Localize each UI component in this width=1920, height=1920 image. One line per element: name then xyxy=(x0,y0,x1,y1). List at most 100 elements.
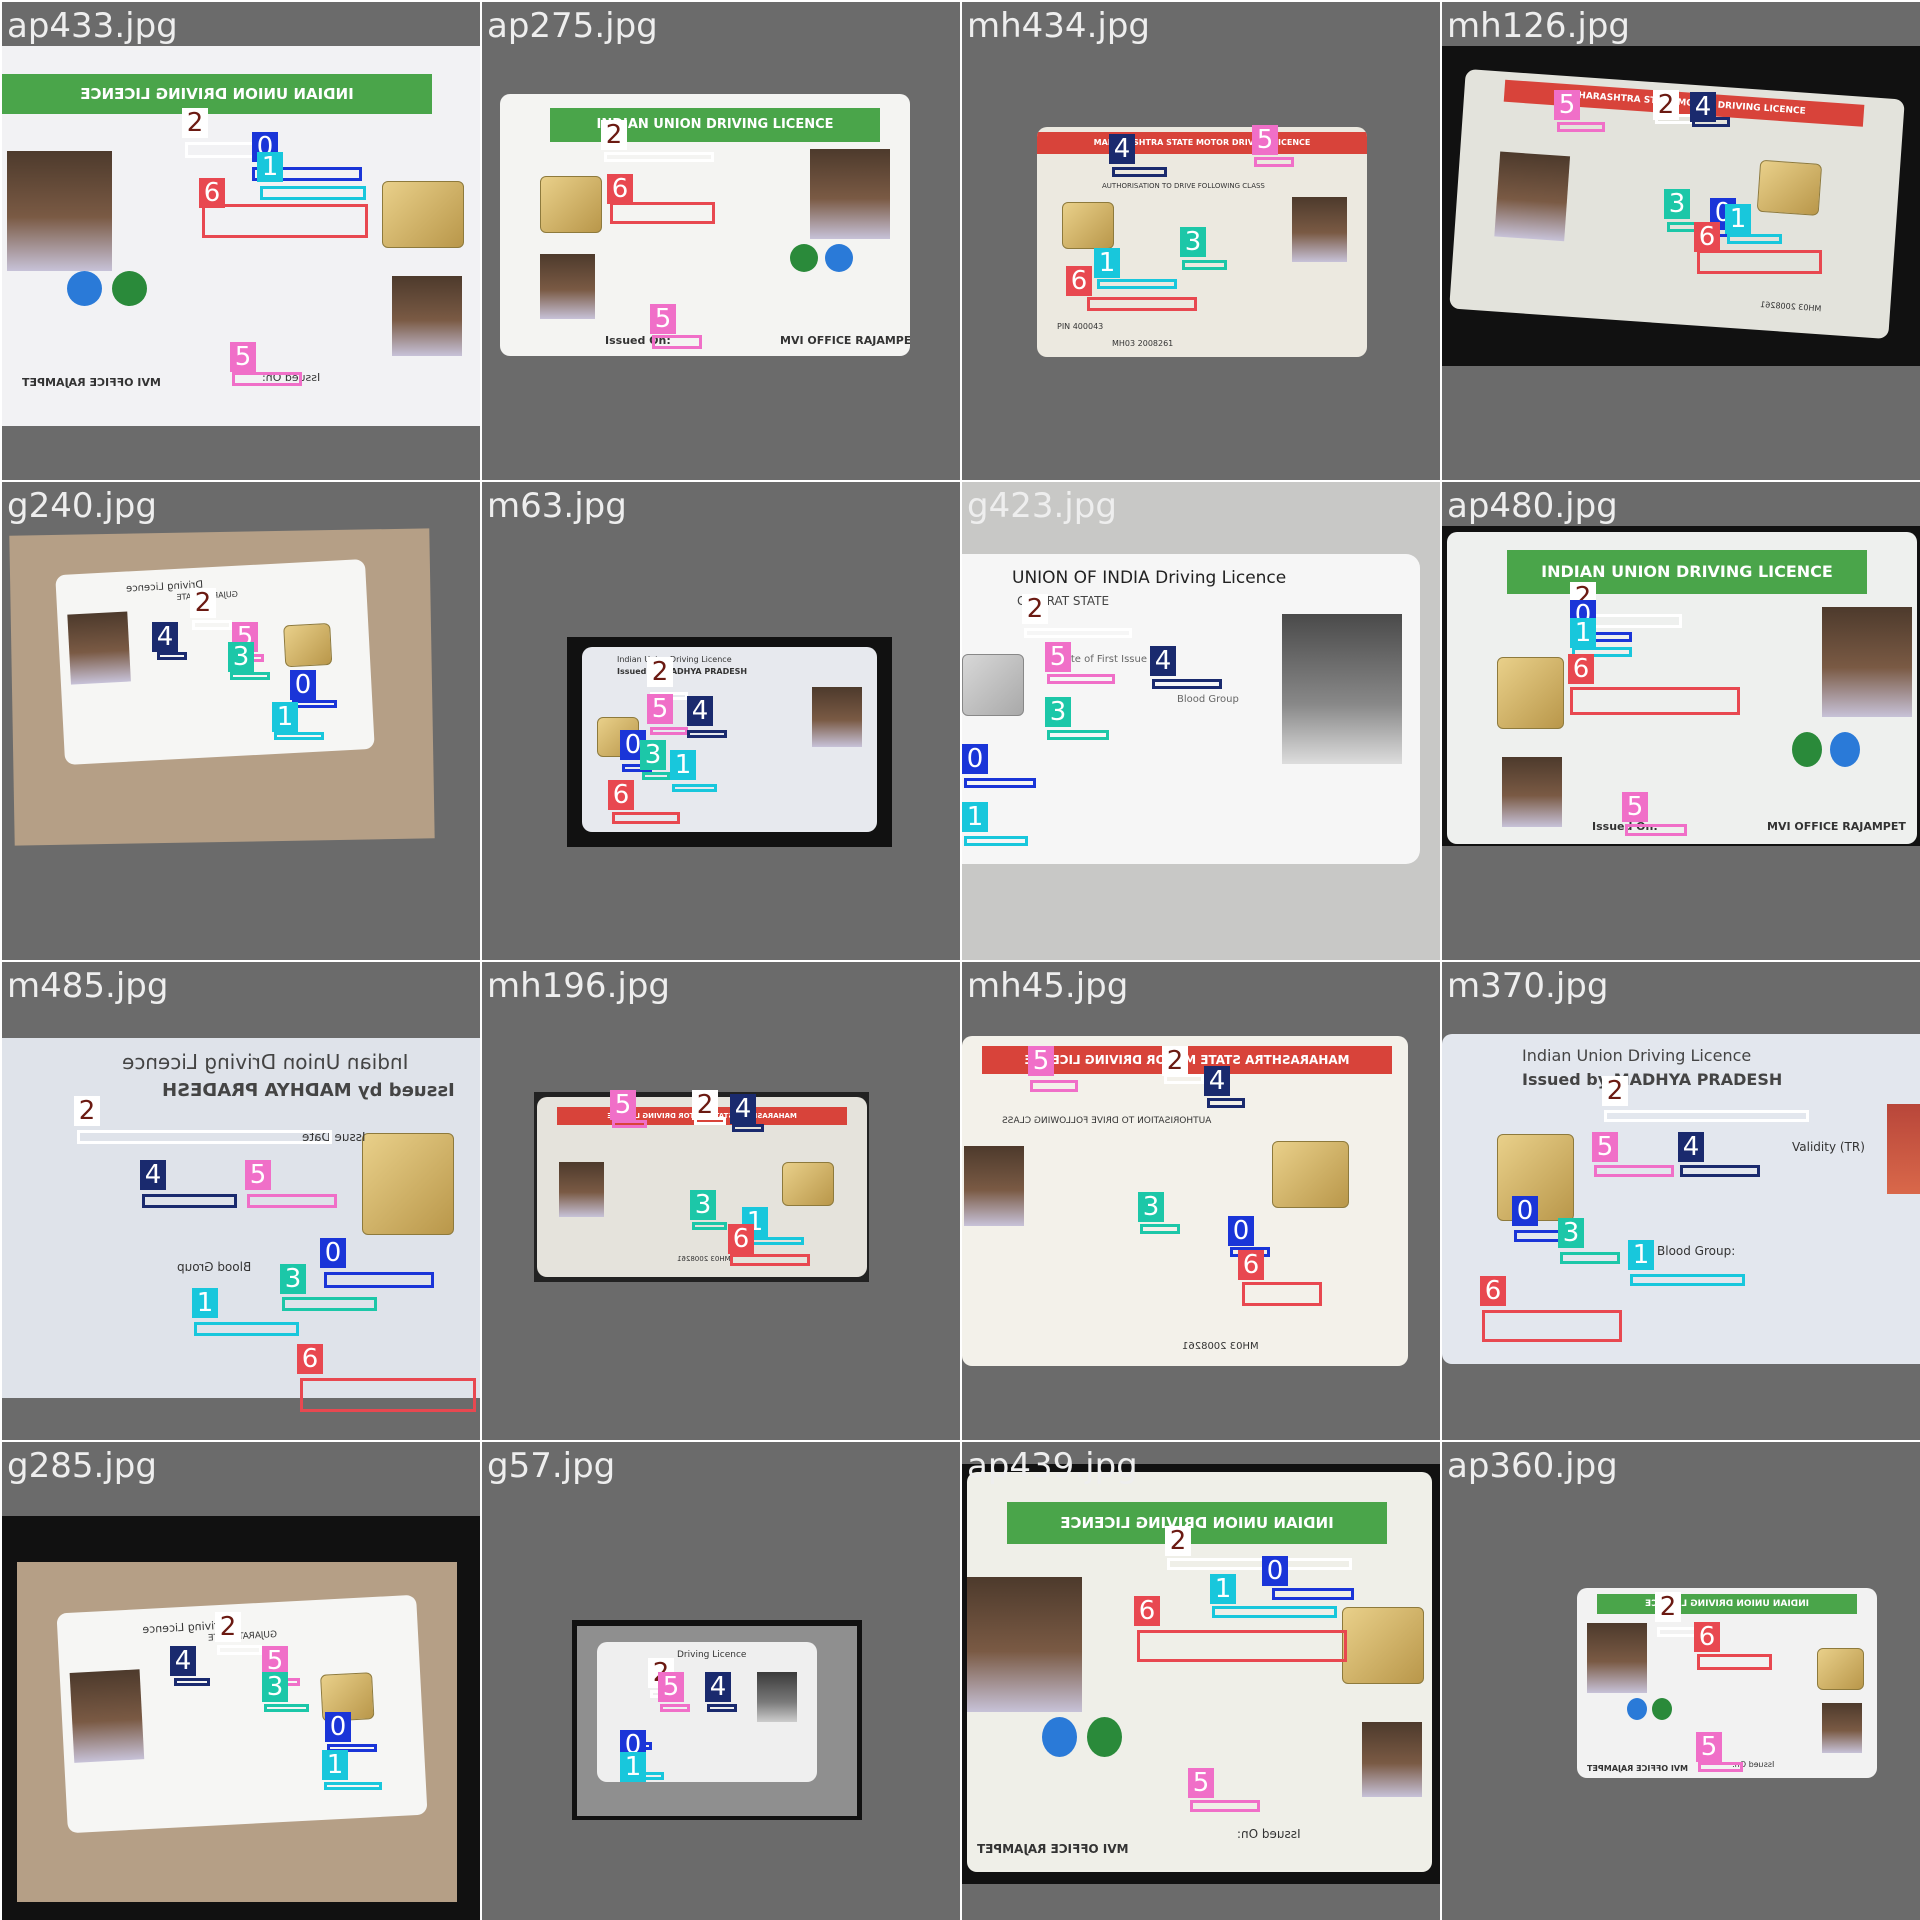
label-class-4: 4 xyxy=(1150,646,1176,676)
card-chip xyxy=(1272,1141,1349,1208)
holder-photo xyxy=(1822,607,1912,717)
bbox-class-1 xyxy=(194,1322,299,1336)
bbox-class-6 xyxy=(610,202,715,224)
tile-filename: ap480.jpg xyxy=(1447,486,1618,526)
bbox-class-5 xyxy=(247,1194,337,1208)
licence-card: MAHARASHTRA STATE MOTOR DRIVING LICENCE … xyxy=(962,1036,1408,1366)
tile-filename: ap433.jpg xyxy=(7,6,178,46)
bbox-class-5 xyxy=(1190,1800,1260,1812)
holder-photo xyxy=(69,1669,145,1763)
bbox-class-1 xyxy=(1212,1606,1337,1618)
tile-filename: ap275.jpg xyxy=(487,6,658,46)
tile-mh434[interactable]: mh434.jpg MAHARASHTRA STATE MOTOR DRIVIN… xyxy=(962,2,1440,480)
tile-m370[interactable]: m370.jpg Indian Union Driving Licence Is… xyxy=(1442,962,1920,1440)
blue-dot xyxy=(1830,732,1860,767)
tile-mh196[interactable]: mh196.jpg MAHARASHTRA STATE MOTOR DRIVIN… xyxy=(482,962,960,1440)
holder-photo xyxy=(1587,1623,1647,1693)
bbox-class-0 xyxy=(324,1272,434,1288)
label-class-0: 0 xyxy=(1262,1556,1288,1586)
label-class-2: 2 xyxy=(692,1090,718,1120)
tile-g285[interactable]: g285.jpg Driving Licence GUJARAT STATE 2… xyxy=(2,1442,480,1920)
bbox-class-4 xyxy=(1112,167,1167,177)
bbox-class-4 xyxy=(1680,1165,1760,1177)
label-class-4: 4 xyxy=(140,1160,166,1190)
bbox-class-5 xyxy=(1625,824,1687,836)
bbox-class-6 xyxy=(1482,1310,1622,1342)
holder-photo xyxy=(67,611,131,685)
holder-photo-small xyxy=(540,254,595,319)
green-dot xyxy=(1652,1698,1672,1720)
tile-m63[interactable]: m63.jpg Indian Union Driving Licence Iss… xyxy=(482,482,960,960)
bbox-class-1 xyxy=(1727,234,1782,244)
authority-text: MH03 2008261 xyxy=(1182,1341,1259,1352)
green-dot xyxy=(1087,1717,1122,1757)
tile-ap439[interactable]: ap439.jpg INDIAN UNION DRIVING LICENCE I… xyxy=(962,1442,1440,1920)
tile-ap275[interactable]: ap275.jpg INDIAN UNION DRIVING LICENCE I… xyxy=(482,2,960,480)
bbox-class-6 xyxy=(300,1378,476,1412)
authority-text: MVI OFFICE RAJAMPET xyxy=(1767,820,1906,833)
validity-text: Validity (TR) xyxy=(1792,1140,1865,1154)
tile-ap360[interactable]: ap360.jpg INDIAN UNION DRIVING LICENCE I… xyxy=(1442,1442,1920,1920)
bbox-class-3 xyxy=(1047,730,1109,740)
tile-m485[interactable]: m485.jpg Indian Union Driving Licence Is… xyxy=(2,962,480,1440)
bbox-class-2 xyxy=(1604,1110,1809,1122)
label-class-0: 0 xyxy=(1512,1196,1538,1226)
tile-filename: m370.jpg xyxy=(1447,966,1609,1006)
tile-mh45[interactable]: mh45.jpg MAHARASHTRA STATE MOTOR DRIVING… xyxy=(962,962,1440,1440)
card-chip xyxy=(283,622,333,668)
issued-text: Issued On: xyxy=(1237,1827,1301,1841)
bbox-class-0 xyxy=(292,700,337,708)
tile-ap433[interactable]: ap433.jpg INDIAN UNION DRIVING LICENCE I… xyxy=(2,2,480,480)
licence-card: INDIAN UNION DRIVING LICENCE Issued On: … xyxy=(500,94,910,356)
label-class-3: 3 xyxy=(1664,189,1690,219)
tile-filename: g57.jpg xyxy=(487,1446,616,1486)
label-class-5: 5 xyxy=(1554,90,1580,120)
label-class-1: 1 xyxy=(322,1750,348,1780)
authorisation-text: AUTHORISATION TO DRIVE FOLLOWING CLASS xyxy=(1002,1116,1212,1126)
label-class-3: 3 xyxy=(1180,227,1206,257)
tile-g423[interactable]: g423.jpg UNION OF INDIA Driving Licence … xyxy=(962,482,1440,960)
card-chip xyxy=(1817,1648,1864,1690)
bbox-class-4 xyxy=(174,1678,210,1686)
bbox-class-6 xyxy=(1697,250,1822,274)
label-class-0: 0 xyxy=(325,1712,351,1742)
blood-group-text: Blood Group xyxy=(1177,694,1239,705)
bbox-class-4 xyxy=(732,1124,764,1132)
bbox-class-5 xyxy=(1030,1080,1078,1092)
bbox-class-0 xyxy=(1272,1588,1354,1600)
card-banner: Indian Union Driving Licence xyxy=(122,1050,409,1074)
bbox-class-1 xyxy=(324,1782,382,1790)
label-class-4: 4 xyxy=(730,1094,756,1124)
holder-photo xyxy=(812,687,862,747)
label-class-5: 5 xyxy=(1592,1132,1618,1162)
tile-ap480[interactable]: ap480.jpg INDIAN UNION DRIVING LICENCE I… xyxy=(1442,482,1920,960)
label-class-2: 2 xyxy=(1653,90,1679,120)
tile-filename: mh126.jpg xyxy=(1447,6,1630,46)
label-class-3: 3 xyxy=(262,1672,288,1702)
label-class-4: 4 xyxy=(687,696,713,726)
bbox-class-3 xyxy=(1182,260,1227,270)
blue-dot xyxy=(67,271,102,306)
tile-filename: g240.jpg xyxy=(7,486,157,526)
tile-filename: ap439.jpg xyxy=(967,1446,1138,1486)
bbox-class-4 xyxy=(1207,1098,1245,1108)
card-banner: INDIAN UNION DRIVING LICENCE xyxy=(1007,1502,1387,1544)
tile-g57[interactable]: g57.jpg Driving Licence 2 5 4 0 1 xyxy=(482,1442,960,1920)
tile-filename: ap360.jpg xyxy=(1447,1446,1618,1486)
tile-g240[interactable]: g240.jpg Driving Licence GUJARAT STATE 2… xyxy=(2,482,480,960)
bbox-class-5 xyxy=(652,335,702,349)
label-class-5: 5 xyxy=(1028,1046,1054,1076)
tile-mh126[interactable]: mh126.jpg MAHARASHTRA STATE MOTOR DRIVIN… xyxy=(1442,2,1920,480)
bbox-class-2 xyxy=(1024,628,1132,638)
blue-dot xyxy=(825,244,853,272)
bbox-class-2 xyxy=(217,1645,262,1655)
label-class-4: 4 xyxy=(1678,1132,1704,1162)
bbox-class-6 xyxy=(202,204,368,238)
label-class-5: 5 xyxy=(658,1672,684,1702)
label-class-2: 2 xyxy=(647,657,673,687)
bbox-class-4 xyxy=(687,730,727,738)
card-chip xyxy=(362,1133,454,1235)
tile-filename: g285.jpg xyxy=(7,1446,157,1486)
bbox-class-2 xyxy=(77,1130,332,1144)
holder-photo xyxy=(1494,151,1571,242)
